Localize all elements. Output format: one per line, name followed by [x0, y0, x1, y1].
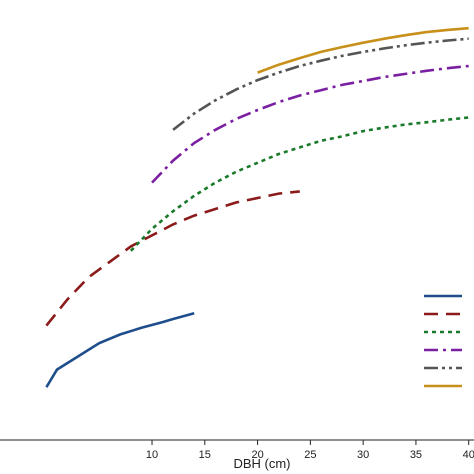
- series-line-4: [151, 64, 469, 184]
- x-tick-label: 40: [463, 449, 474, 461]
- x-tick-label: 35: [410, 449, 422, 461]
- x-tick-label: 15: [199, 449, 211, 461]
- x-tick-label: 25: [304, 449, 316, 461]
- series-line-3: [129, 116, 469, 252]
- x-tick-label: 20: [251, 449, 263, 461]
- series-layer: [45, 26, 469, 388]
- x-axis: 10 15 20 25 30 35 40: [0, 439, 474, 461]
- x-axis-label: DBH (cm): [233, 456, 290, 471]
- series-line-1: [45, 312, 195, 388]
- series-line-5: [172, 37, 469, 131]
- x-tick-label: 10: [146, 449, 158, 461]
- x-tick-label: 30: [357, 449, 369, 461]
- series-line-6: [257, 26, 469, 74]
- legend: [424, 294, 462, 388]
- series-line-2: [45, 190, 300, 327]
